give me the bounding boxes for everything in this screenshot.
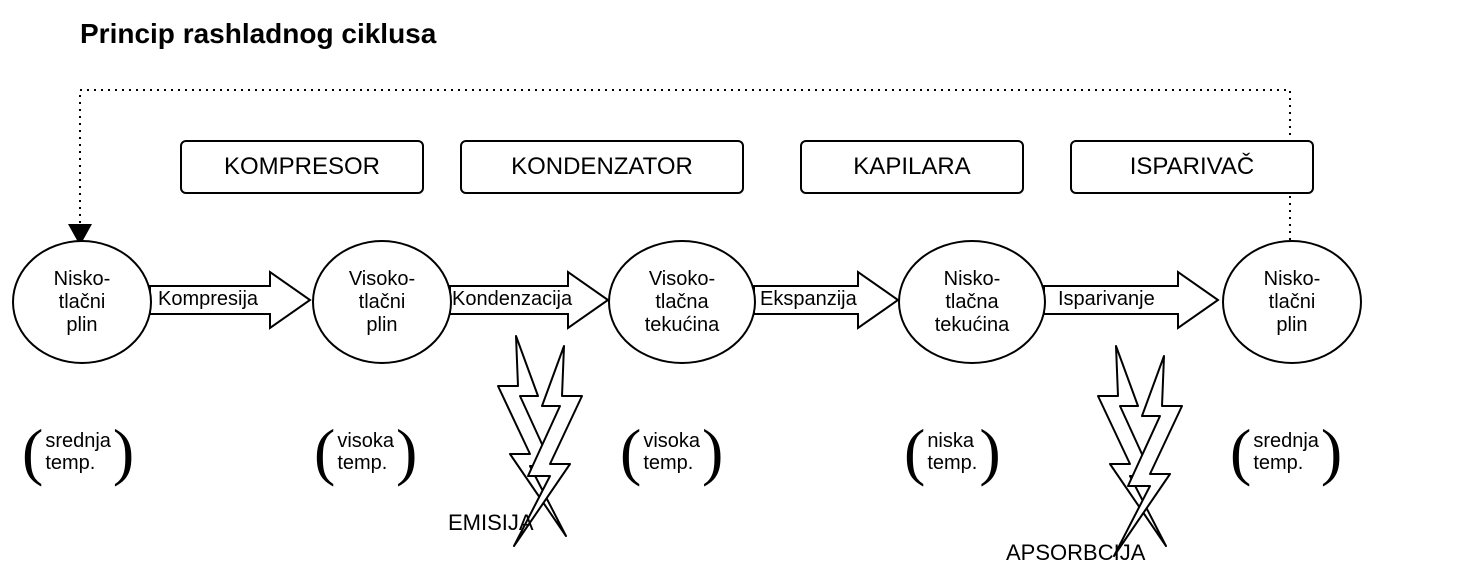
effect-label-emisija: EMISIJA: [448, 510, 534, 536]
effect-bolts: [0, 0, 1463, 584]
effect-label-apsorbcija: APSORBCIJA: [1006, 540, 1145, 566]
diagram-root: Princip rashladnog ciklusa KOMPRESORKOND…: [0, 0, 1463, 584]
